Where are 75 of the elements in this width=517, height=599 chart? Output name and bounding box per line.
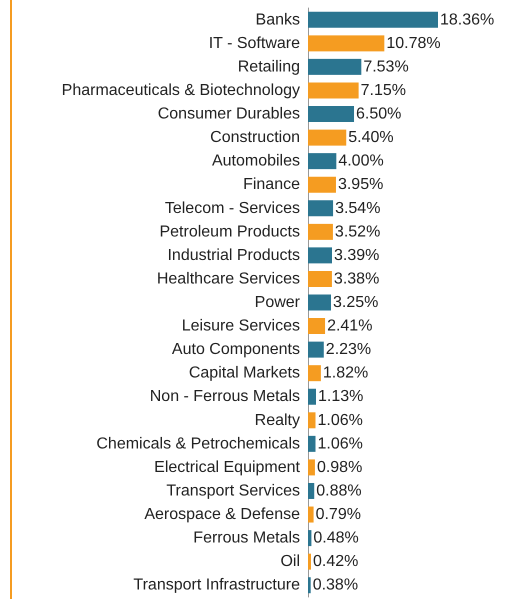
data-label: 6.50%	[356, 106, 402, 123]
data-label: 0.38%	[312, 576, 358, 594]
data-label: 1.06%	[318, 412, 363, 429]
y-tick-label: Petroleum Products	[159, 223, 300, 240]
bar	[308, 58, 362, 75]
bar	[308, 176, 336, 193]
bar	[308, 130, 346, 146]
bar	[308, 224, 333, 240]
y-tick-label: Finance	[243, 176, 300, 194]
data-label: 2.23%	[326, 341, 372, 358]
data-label: 18.36%	[440, 11, 494, 28]
y-tick-label: Capital Markets	[188, 364, 300, 382]
y-tick-label: Oil	[280, 553, 300, 570]
data-label: 7.15%	[360, 82, 406, 99]
data-label: 4.00%	[338, 152, 384, 170]
y-tick-label: Auto Components	[172, 341, 300, 358]
data-label: 3.95%	[338, 176, 384, 194]
y-tick-label: Healthcare Services	[156, 270, 300, 288]
y-tick-label: Aerospace & Defense	[144, 506, 300, 524]
data-label: 0.79%	[316, 506, 361, 524]
data-label: 2.41%	[327, 318, 372, 335]
y-tick-label: Banks	[256, 11, 300, 28]
bar	[308, 342, 324, 358]
data-label: 3.54%	[335, 200, 380, 217]
y-tick-label: IT - Software	[208, 34, 300, 52]
bar	[308, 436, 316, 452]
y-tick-label: Transport Services	[166, 482, 300, 500]
y-tick-label: Electrical Equipment	[154, 458, 301, 476]
bar	[308, 153, 336, 170]
data-label: 0.98%	[316, 458, 362, 476]
data-label: 3.25%	[333, 294, 378, 311]
data-label: 10.78%	[386, 34, 441, 52]
y-tick-label: Power	[254, 294, 301, 311]
y-tick-label: Leisure Services	[182, 318, 300, 335]
data-label: 3.39%	[334, 246, 380, 264]
y-tick-label: Pharmaceuticals & Biotechnology	[62, 82, 300, 99]
bar	[308, 530, 312, 546]
y-tick-label: Consumer Durables	[158, 106, 300, 123]
bar	[308, 200, 334, 216]
y-tick-label: Industrial Products	[167, 246, 300, 264]
y-tick-label: Retailing	[238, 58, 300, 76]
bar	[308, 365, 321, 382]
bar	[308, 270, 332, 287]
y-tick-label: Chemicals & Petrochemicals	[96, 435, 300, 452]
data-label: 1.82%	[322, 364, 368, 382]
y-tick-label: Transport Infrastructure	[133, 576, 300, 594]
y-tick-label: Realty	[254, 412, 300, 429]
data-label: 1.13%	[318, 388, 364, 406]
bar	[308, 294, 332, 310]
data-label: 0.42%	[312, 553, 358, 570]
y-tick-label: Telecom - Services	[164, 200, 300, 217]
bar	[308, 412, 316, 428]
bar	[308, 482, 314, 499]
data-label: 3.52%	[334, 223, 380, 240]
data-label: 7.53%	[363, 58, 409, 76]
data-label: 0.48%	[313, 530, 359, 547]
bar	[308, 318, 326, 334]
bar	[308, 106, 354, 122]
bar	[308, 247, 332, 264]
bar	[308, 554, 311, 570]
data-label: 3.38%	[334, 270, 380, 288]
bar	[308, 388, 316, 405]
y-tick-label: Ferrous Metals	[193, 530, 300, 547]
data-label: 5.40%	[348, 129, 394, 146]
y-tick-label: Construction	[210, 129, 300, 146]
bar	[308, 577, 311, 594]
data-label: 0.88%	[316, 482, 362, 500]
y-tick-label: Non - Ferrous Metals	[150, 388, 300, 406]
data-label: 1.06%	[318, 435, 363, 452]
bar	[308, 506, 314, 523]
bar	[308, 459, 315, 476]
bar	[308, 12, 438, 28]
bar	[308, 35, 384, 52]
y-tick-label: Automobiles	[212, 152, 300, 170]
bar	[308, 82, 359, 98]
